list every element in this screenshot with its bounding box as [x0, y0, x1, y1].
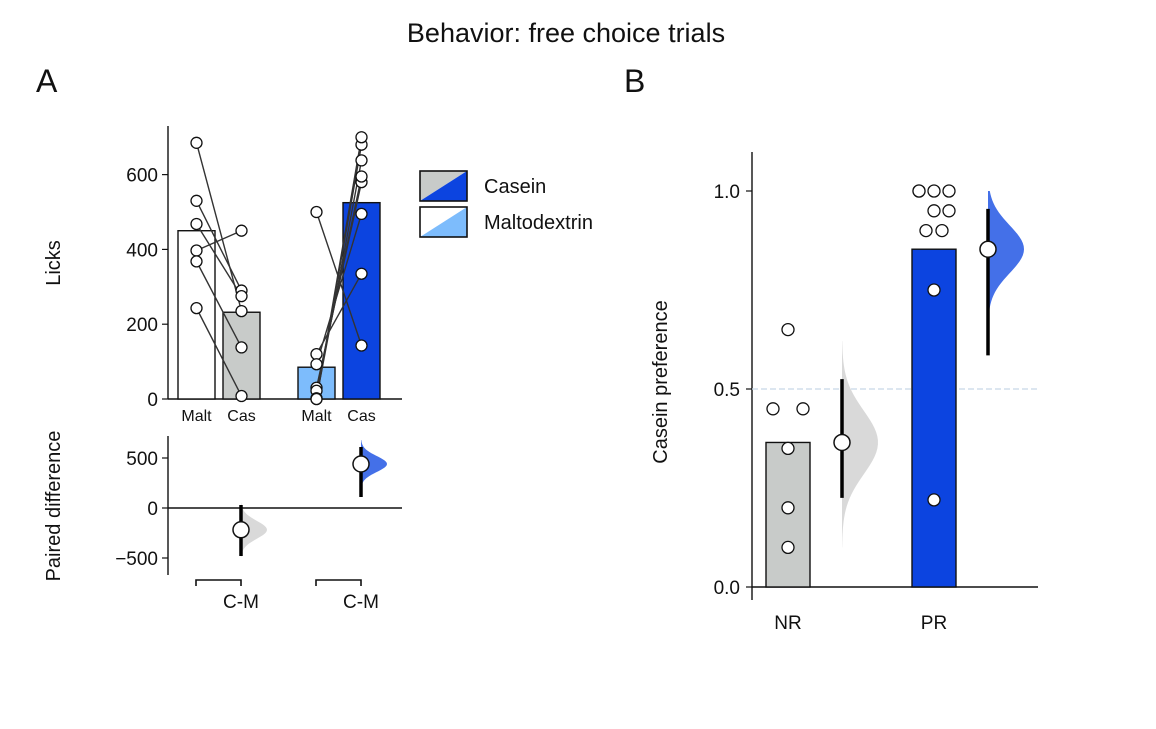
legend-label: Casein — [484, 176, 546, 198]
panel-a-paired-difference-chart: −500 0 500 Paired difference C-M C-M — [43, 431, 402, 613]
data-point — [235, 389, 248, 403]
data-point — [912, 184, 926, 198]
panel-b-casein-preference-chart: 0.0 0.5 1.0 Casein preference NR PR — [650, 152, 1038, 634]
data-point — [796, 402, 810, 416]
mean-difference-point — [352, 455, 370, 473]
legend-item: Casein — [419, 170, 546, 202]
y-tick-label: 0 — [147, 390, 158, 411]
x-tick-label: PR — [921, 613, 947, 634]
legend-swatch-border — [419, 206, 468, 238]
data-point — [190, 136, 203, 149]
legend-swatch-right — [420, 171, 467, 201]
data-point — [766, 402, 780, 416]
x-tick-label: Malt — [301, 408, 332, 425]
data-point — [927, 204, 941, 218]
paired-line — [196, 230, 242, 252]
paired-line — [195, 261, 243, 348]
x-tick-label: NR — [774, 613, 801, 634]
paired-line — [195, 307, 243, 397]
data-point — [235, 224, 248, 237]
bar — [222, 311, 261, 400]
data-point — [355, 154, 368, 167]
panel-letter-a: A — [36, 63, 58, 99]
y-tick-label: 200 — [126, 315, 158, 336]
data-point — [927, 493, 941, 507]
bootstrap-distribution — [988, 191, 1024, 345]
data-point — [355, 131, 368, 144]
y-tick-label: 0.5 — [714, 380, 740, 401]
data-point — [781, 501, 795, 515]
data-point — [235, 304, 248, 318]
data-point — [355, 339, 368, 352]
x-tick-label: C-M — [343, 592, 379, 613]
data-point — [190, 255, 203, 268]
data-point — [190, 301, 203, 315]
data-point — [355, 267, 368, 280]
y-tick-label: 600 — [126, 166, 158, 187]
mean-difference-point — [232, 521, 250, 539]
y-tick-label: 0.0 — [714, 578, 740, 599]
comparison-bracket — [195, 579, 242, 586]
x-tick-label: Cas — [347, 408, 375, 425]
x-tick-label: Cas — [227, 408, 255, 425]
data-point — [310, 347, 323, 361]
data-point — [190, 194, 203, 207]
panel-letter-b: B — [624, 63, 645, 99]
bootstrap-distribution — [241, 502, 267, 557]
figure-title: Behavior: free choice trials — [407, 18, 725, 48]
y-tick-label: 500 — [126, 449, 158, 470]
data-point — [927, 283, 941, 297]
data-point — [927, 184, 941, 198]
data-point — [781, 540, 795, 555]
paired-line — [315, 137, 363, 400]
bootstrap-distribution — [842, 341, 878, 548]
y-tick-label: −500 — [115, 549, 158, 570]
bar — [765, 441, 811, 588]
legend-item: Maltodextrin — [419, 206, 593, 238]
paired-line — [315, 213, 363, 365]
data-point — [355, 207, 368, 221]
data-point — [310, 205, 323, 219]
data-point — [942, 204, 956, 218]
legend: Casein Maltodextrin — [419, 170, 593, 238]
panel-a-licks-chart: 0 200 400 600 Licks Malt Cas Malt Cas — [43, 126, 402, 425]
x-tick-label: Malt — [181, 408, 212, 425]
bootstrap-distribution — [361, 440, 387, 488]
data-point — [235, 341, 248, 354]
paired-line — [195, 200, 243, 291]
data-point — [942, 184, 956, 198]
paired-line — [195, 223, 243, 297]
y-axis-title: Casein preference — [650, 300, 672, 463]
legend-swatch-right — [420, 207, 467, 237]
bar — [911, 248, 957, 588]
data-point — [190, 217, 203, 231]
y-axis-title: Licks — [43, 240, 65, 286]
y-tick-label: 1.0 — [714, 182, 740, 203]
data-point — [310, 392, 323, 406]
data-point — [919, 223, 933, 238]
legend-label: Maltodextrin — [484, 212, 593, 234]
mean-point — [979, 240, 997, 258]
mean-point — [833, 433, 851, 452]
data-point — [310, 358, 323, 371]
data-point — [355, 170, 368, 183]
data-point — [935, 223, 949, 238]
legend-swatch-border — [419, 170, 468, 202]
data-point — [781, 322, 795, 337]
data-point — [235, 290, 248, 303]
y-axis-title: Paired difference — [43, 431, 65, 582]
x-tick-label: C-M — [223, 592, 259, 613]
data-point — [190, 244, 203, 257]
comparison-bracket — [315, 579, 362, 586]
y-tick-label: 0 — [147, 499, 158, 520]
data-point — [781, 441, 795, 456]
y-tick-label: 400 — [126, 240, 158, 261]
